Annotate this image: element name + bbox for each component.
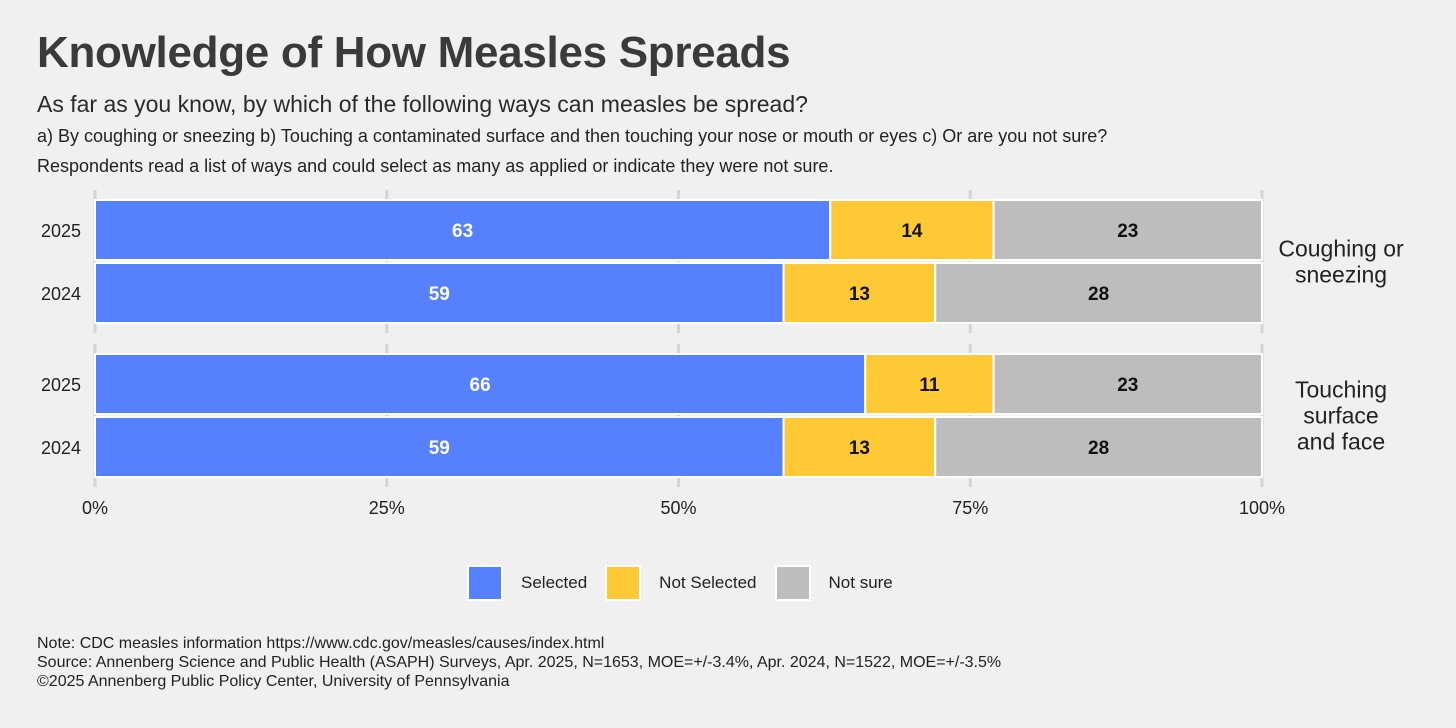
legend-swatch-not-selected [605,565,642,601]
bar-value-label: 59 [429,438,450,459]
bar-segment [992,353,1264,415]
bar-segment [94,262,785,324]
legend-swatch-selected [467,565,503,601]
facet-label: surface [1303,403,1378,429]
year-label: 2025 [41,221,81,241]
bar-segment [992,199,1264,261]
bar-segment [782,416,937,478]
year-label: 2024 [41,284,81,304]
bar-segment [934,416,1263,478]
bar-value-label: 28 [1088,438,1109,459]
legend-item-not-selected: Not Selected [605,565,757,601]
respondents-note-text: Respondents read a list of ways and coul… [37,156,834,176]
bar-segment [934,262,1263,324]
bar-value-label: 66 [470,375,491,396]
legend-label-not-selected: Not Selected [659,573,757,592]
bar-value-label: 63 [452,221,473,242]
chart-legend: Selected Not Selected Not sure [467,565,911,601]
year-label: 2024 [41,438,81,458]
facet-label: sneezing [1295,262,1387,288]
legend-label-selected: Selected [521,573,588,592]
legend-item-not-sure: Not sure [774,565,893,601]
facet-label: Coughing or [1278,236,1404,262]
footer-copyright: ©2025 Annenberg Public Policy Center, Un… [37,673,510,690]
x-tick-label: 100% [1239,498,1285,518]
facet-label: and face [1297,429,1385,455]
bar-value-label: 59 [429,284,450,305]
bar-segment [94,416,785,478]
legend-label-not-sure: Not sure [828,573,893,592]
bar-value-label: 14 [901,221,923,242]
bar-value-label: 23 [1117,221,1138,242]
bar-value-label: 13 [849,438,870,459]
x-tick-label: 0% [82,498,108,518]
bar-segment [864,353,995,415]
x-tick-label: 75% [952,498,988,518]
bar-value-label: 23 [1117,375,1138,396]
x-tick-label: 50% [660,498,696,518]
legend-item-selected: Selected [467,565,587,601]
bar-value-label: 28 [1088,284,1109,305]
footer-source: Source: Annenberg Science and Public Hea… [37,654,1002,671]
facet-label: Touching [1295,377,1387,403]
chart-title: Knowledge of How Measles Spreads [37,28,791,77]
bar-segment [94,353,867,415]
legend-swatch-not-sure [774,565,811,601]
bar-value-label: 11 [919,375,940,396]
chart-subtitle: As far as you know, by which of the foll… [37,91,808,117]
year-label: 2025 [41,375,81,395]
x-tick-label: 25% [369,498,405,518]
question-options-text: a) By coughing or sneezing b) Touching a… [37,126,1108,146]
chart-footer: Note: CDC measles information https://ww… [37,634,1001,691]
bar-segment [829,199,995,261]
bar-segment [782,262,937,324]
footer-note: Note: CDC measles information https://ww… [37,635,605,652]
bar-value-label: 13 [849,284,870,305]
